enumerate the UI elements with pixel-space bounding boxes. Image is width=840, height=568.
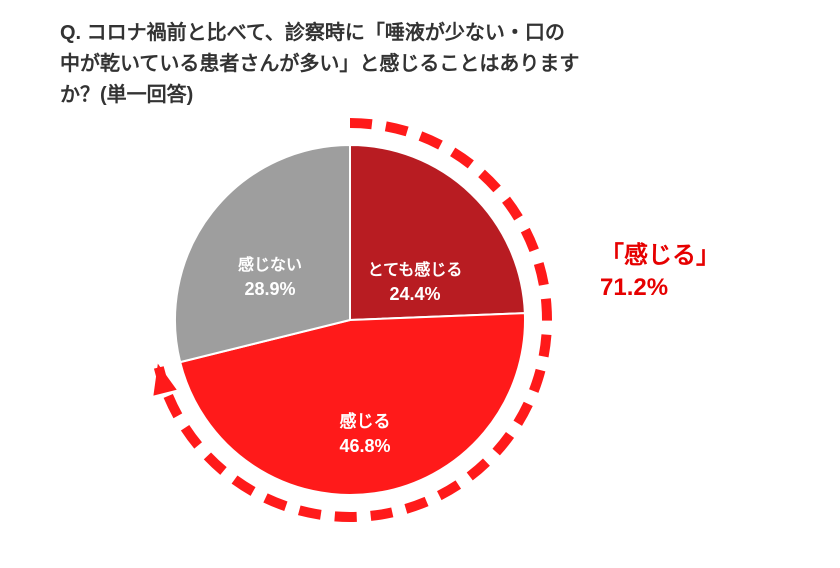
callout-label: 「感じる」 xyxy=(600,240,720,272)
pie-chart: とても感じる24.4%感じる46.8%感じない28.9% xyxy=(140,110,560,530)
callout-value: 71.2% xyxy=(600,272,720,304)
pie-slice-strong xyxy=(350,145,525,320)
pie-chart-svg xyxy=(140,110,560,530)
survey-question: Q. コロナ禍前と比べて、診察時に「唾液が少ない・口の中が乾いている患者さんが多… xyxy=(60,18,580,111)
highlight-callout: 「感じる」 71.2% xyxy=(600,240,720,305)
